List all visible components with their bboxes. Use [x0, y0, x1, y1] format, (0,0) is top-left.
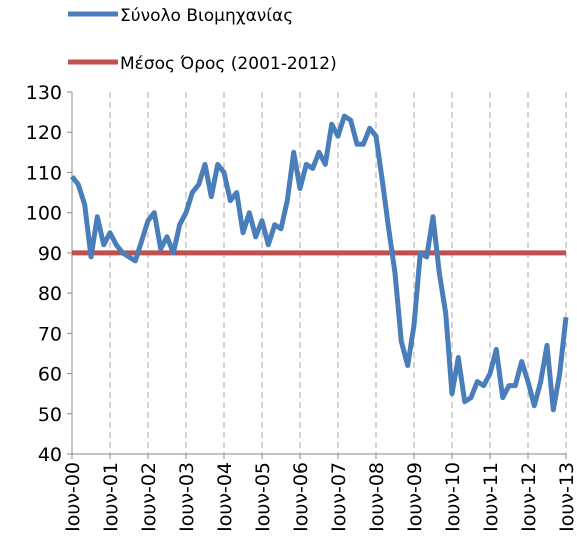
x-tick-label: Ιουν-06	[290, 462, 312, 532]
y-tick-label: 90	[38, 243, 62, 265]
y-tick-label: 70	[38, 323, 62, 345]
y-tick-label: 40	[38, 444, 62, 466]
y-tick-label: 130	[26, 82, 62, 104]
x-tick-label: Ιουν-13	[556, 462, 577, 532]
x-tick-label: Ιουν-11	[480, 462, 502, 532]
legend-label: Σύνολο Βιομηχανίας	[120, 6, 293, 26]
y-tick-label: 50	[38, 404, 62, 426]
legend-label: Μέσος Όρος (2001-2012)	[120, 54, 337, 74]
y-tick-label: 120	[26, 122, 62, 144]
y-tick-label: 100	[26, 203, 62, 225]
x-tick-label: Ιουν-00	[62, 462, 84, 532]
x-tick-label: Ιουν-08	[366, 462, 388, 532]
x-tick-label: Ιουν-02	[138, 462, 160, 532]
y-tick-label: 60	[38, 364, 62, 386]
x-tick-label: Ιουν-07	[328, 462, 350, 532]
x-tick-label: Ιουν-10	[442, 462, 464, 532]
series-line	[70, 113, 569, 413]
x-tick-label: Ιουν-03	[176, 462, 198, 532]
x-tick-label: Ιουν-12	[518, 462, 540, 532]
x-tick-label: Ιουν-09	[404, 462, 426, 532]
y-tick-label: 110	[26, 162, 62, 184]
x-tick-label: Ιουν-04	[214, 462, 236, 532]
x-tick-label: Ιουν-01	[100, 462, 122, 532]
x-tick-label: Ιουν-05	[252, 462, 274, 532]
y-tick-label: 80	[38, 283, 62, 305]
